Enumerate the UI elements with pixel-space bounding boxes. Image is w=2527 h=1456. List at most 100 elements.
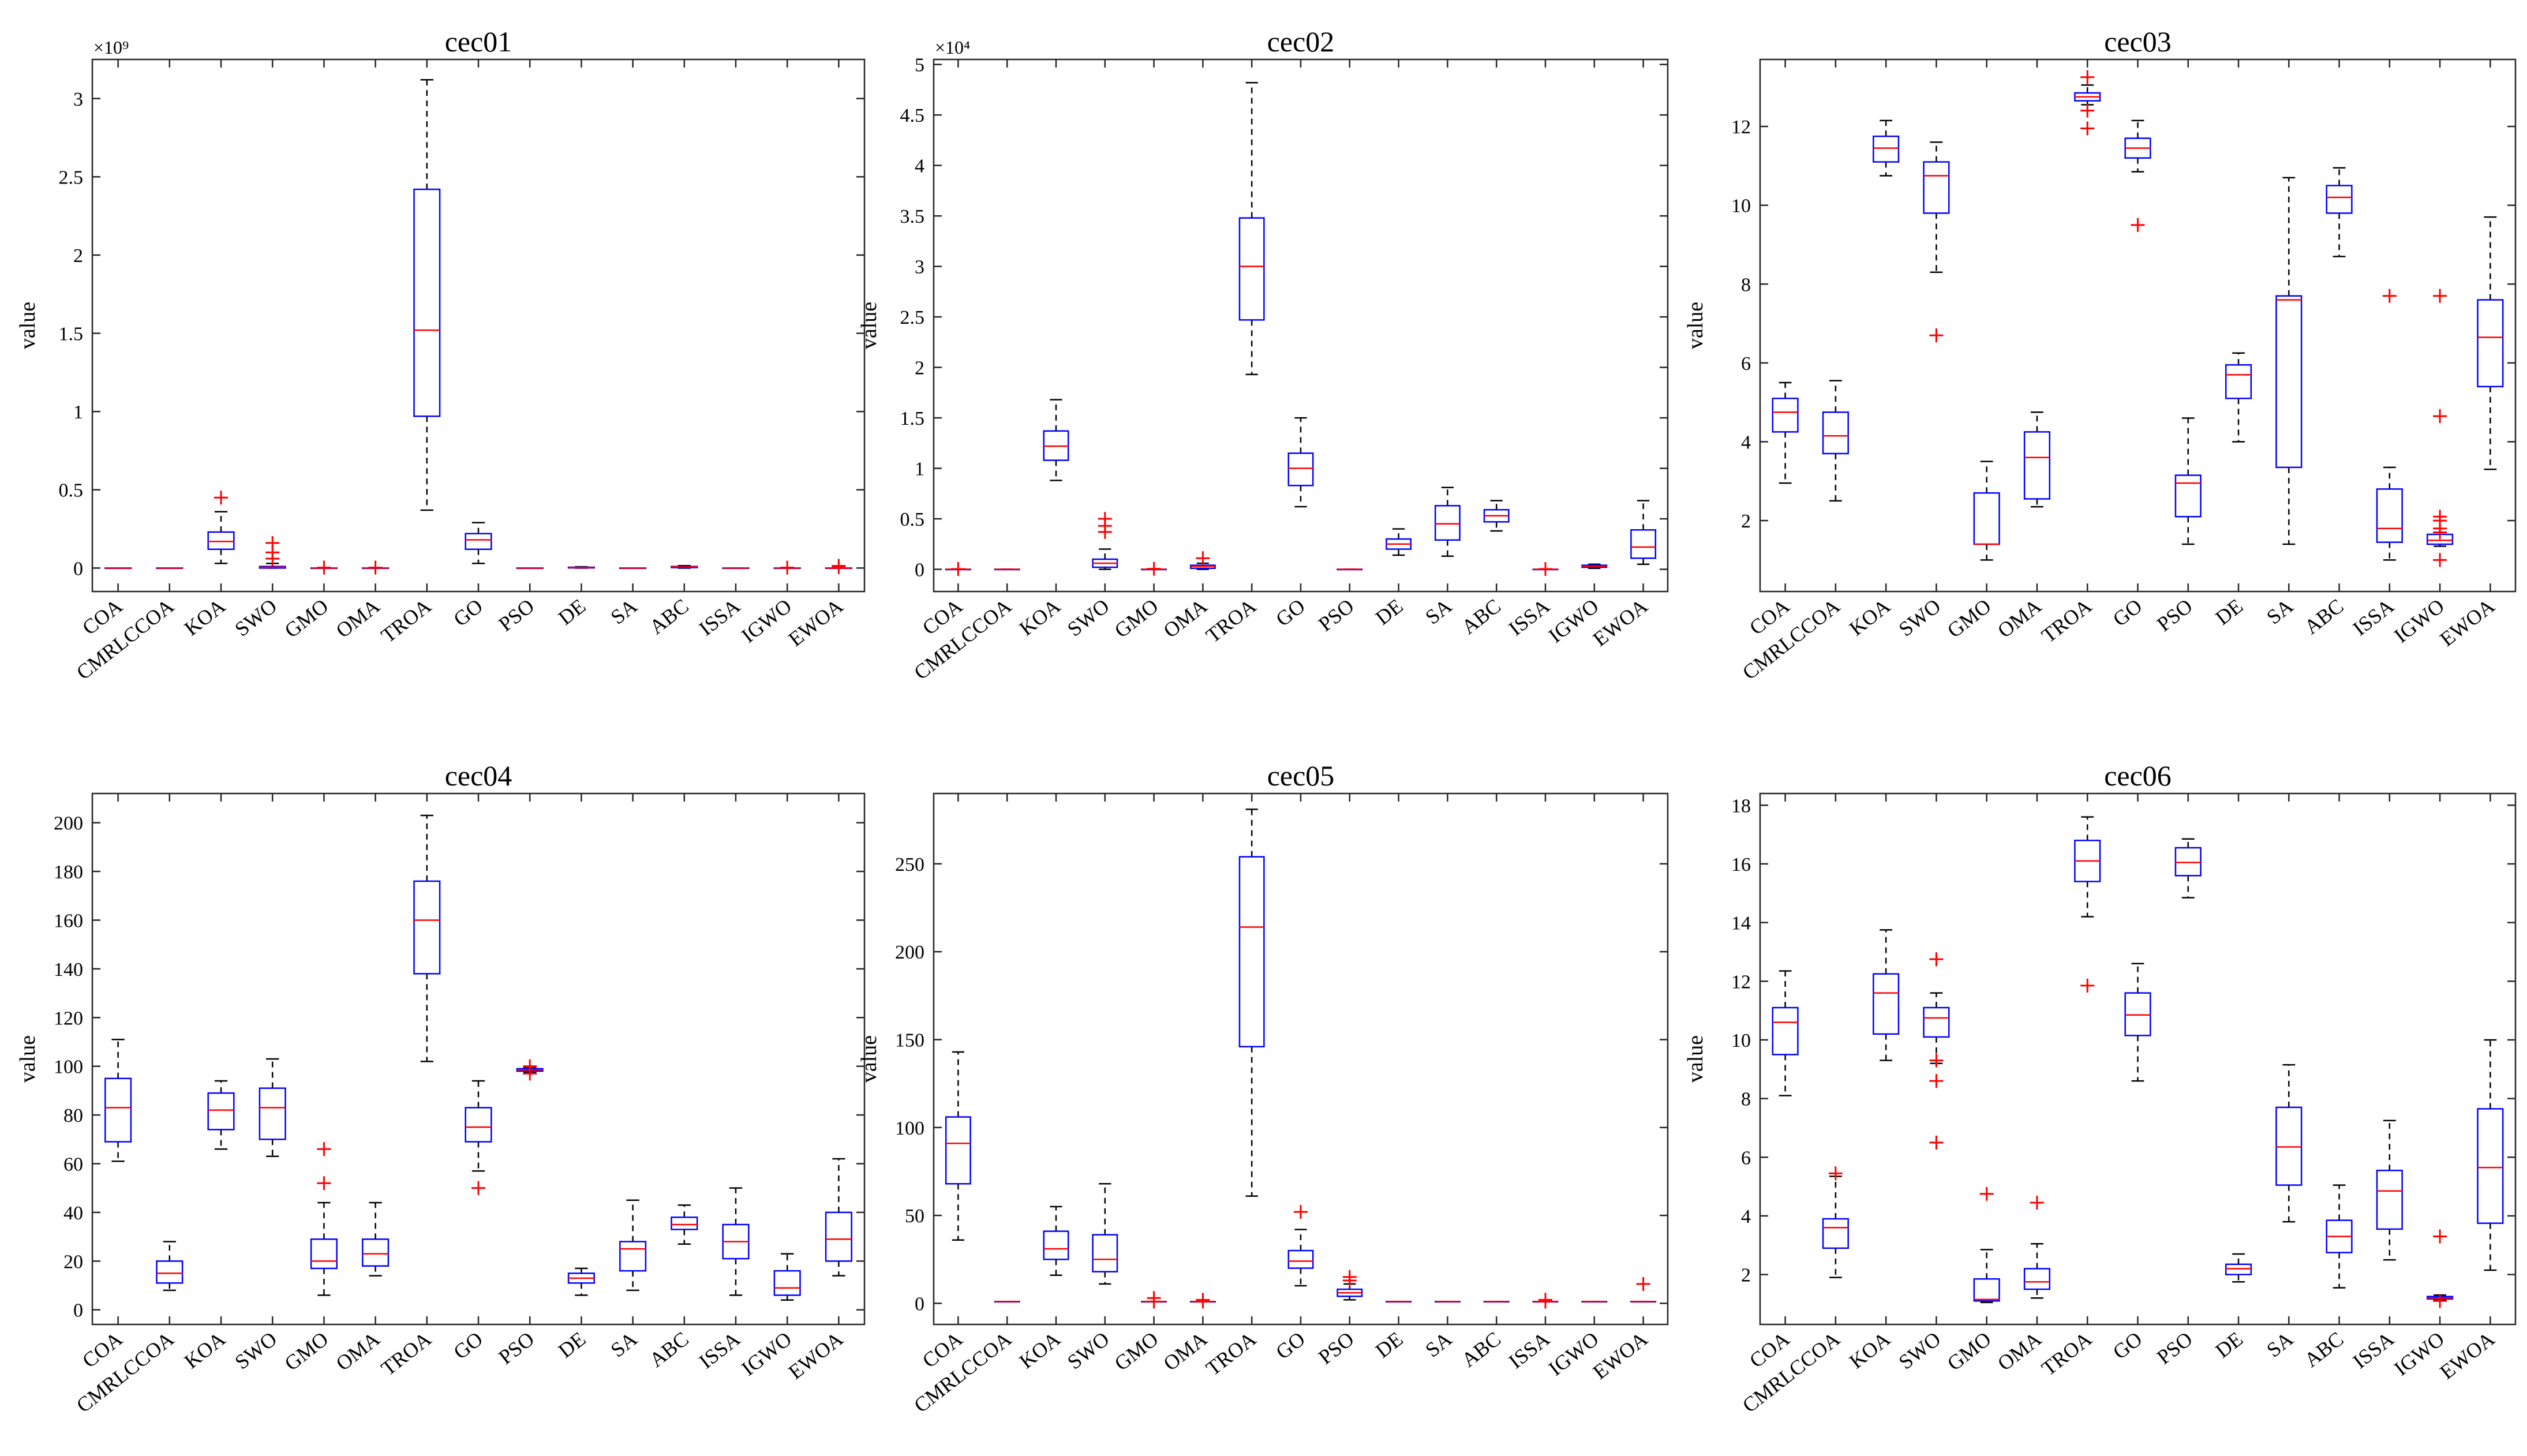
- box-DE: [567, 566, 595, 569]
- y-tick-label: 2: [73, 245, 83, 267]
- x-tick-label: PSO: [494, 594, 538, 636]
- x-tick-label: IGWO: [737, 594, 796, 647]
- y-tick-label: 2: [1741, 511, 1751, 532]
- y-axis-label: value: [857, 1035, 881, 1083]
- y-tick-label: 250: [895, 854, 924, 875]
- box-iqr: [1772, 398, 1799, 433]
- panel-title: cec01: [445, 25, 512, 58]
- x-tick-label: TROA: [2037, 1327, 2096, 1380]
- box-iqr: [2376, 488, 2403, 543]
- panel-title: cec03: [2104, 25, 2172, 58]
- box-iqr: [1822, 411, 1849, 455]
- x-tick-label: DE: [554, 1327, 590, 1363]
- x-tick-label: CMRLCCOA: [72, 594, 178, 684]
- x-tick-label: GO: [449, 1327, 487, 1364]
- x-tick-label: OMA: [1993, 1327, 2046, 1375]
- x-tick-label: ISSA: [2349, 594, 2398, 641]
- box-DE: [1386, 1301, 1412, 1303]
- box-GMO: [1141, 562, 1167, 576]
- y-tick-label: 40: [63, 1203, 83, 1224]
- x-tick-label: ISSA: [1504, 594, 1554, 641]
- x-tick-label: ABC: [2300, 594, 2348, 639]
- x-tick-label: GO: [1271, 594, 1309, 631]
- outlier-marker: [2030, 1196, 2044, 1210]
- box-PSO: [2174, 838, 2202, 899]
- y-tick-label: 6: [1741, 1147, 1751, 1169]
- y-tick-label: 4: [1741, 432, 1751, 453]
- box-SWO: [1092, 512, 1118, 570]
- box-SWO: [1923, 141, 1950, 343]
- y-tick-label: 0.5: [900, 509, 925, 530]
- x-tick-label: KOA: [1845, 594, 1895, 641]
- box-IGWO: [2427, 1229, 2454, 1308]
- box-SA: [619, 1199, 647, 1292]
- x-tick-label: ABC: [645, 594, 693, 639]
- outlier-marker: [317, 1176, 331, 1191]
- outlier-marker: [2433, 289, 2447, 303]
- box-iqr: [2023, 431, 2051, 500]
- y-tick-label: 6: [1741, 353, 1751, 375]
- outlier-marker: [1196, 551, 1210, 566]
- box-iqr: [1238, 217, 1265, 321]
- outlier-marker: [2433, 1229, 2447, 1244]
- box-SA: [2275, 177, 2303, 545]
- box-iqr: [2124, 992, 2151, 1036]
- box-iqr: [945, 1116, 971, 1185]
- outlier-marker: [2433, 409, 2447, 424]
- y-tick-label: 200: [54, 813, 83, 834]
- x-tick-label: ABC: [645, 1327, 693, 1372]
- box-OMA: [362, 560, 390, 575]
- y-tick-label: 0: [915, 1293, 924, 1315]
- y-axis-label: value: [1683, 1035, 1708, 1083]
- outlier-marker: [214, 491, 228, 505]
- y-tick-label: 8: [1741, 274, 1751, 295]
- box-iqr: [1630, 529, 1657, 559]
- box-DE: [2225, 1253, 2252, 1283]
- outlier-marker: [2382, 289, 2397, 303]
- y-tick-label: 4: [1741, 1206, 1751, 1227]
- x-tick-label: TROA: [1201, 594, 1260, 647]
- outlier-marker: [1929, 1053, 1944, 1068]
- x-tick-label: PSO: [1314, 594, 1358, 636]
- y-tick-label: 3: [915, 257, 924, 278]
- x-tick-label: ISSA: [695, 1327, 744, 1373]
- x-tick-label: TROA: [1201, 1327, 1260, 1380]
- outlier-marker: [1929, 328, 1944, 343]
- y-tick-label: 1.5: [59, 324, 84, 345]
- box-GO: [1287, 1205, 1314, 1287]
- box-GMO: [1973, 1186, 2000, 1304]
- box-OMA: [1189, 551, 1216, 570]
- box-iqr: [2326, 185, 2353, 214]
- y-tick-label: 0: [73, 1300, 83, 1322]
- axes-frame: [933, 58, 1669, 593]
- panel-cec04: cec04value020406080100120140160180200COA…: [16, 759, 866, 1417]
- x-tick-label: DE: [2211, 1327, 2247, 1363]
- x-tick-label: CMRLCCOA: [1738, 594, 1844, 684]
- box-iqr: [2376, 1169, 2403, 1230]
- box-KOA: [1873, 929, 1900, 1061]
- box-iqr: [1873, 135, 1900, 163]
- box-iqr: [104, 1077, 132, 1143]
- box-ABC: [1483, 500, 1510, 532]
- y-tick-label: 12: [1731, 971, 1751, 993]
- x-tick-label: OMA: [1993, 594, 2046, 642]
- y-tick-label: 160: [54, 910, 83, 931]
- x-tick-label: PSO: [1314, 1327, 1358, 1369]
- y-tick-label: 0: [73, 558, 83, 579]
- y-tick-label: 2: [915, 358, 924, 379]
- x-tick-label: SA: [1421, 1327, 1456, 1362]
- x-tick-label: SA: [607, 594, 642, 629]
- panel-title: cec02: [1267, 25, 1335, 58]
- box-GMO: [310, 1142, 338, 1296]
- box-iqr: [1772, 1006, 1799, 1055]
- box-GO: [1287, 417, 1314, 508]
- x-tick-label: OMA: [332, 1327, 384, 1375]
- box-TROA: [2074, 816, 2101, 993]
- x-tick-label: SA: [2262, 1327, 2297, 1362]
- x-tick-label: EWOA: [784, 594, 848, 651]
- box-GO: [465, 522, 492, 564]
- box-iqr: [2275, 295, 2303, 469]
- x-tick-label: SA: [1421, 594, 1456, 629]
- outlier-marker: [1538, 1293, 1552, 1307]
- box-iqr: [773, 1270, 801, 1296]
